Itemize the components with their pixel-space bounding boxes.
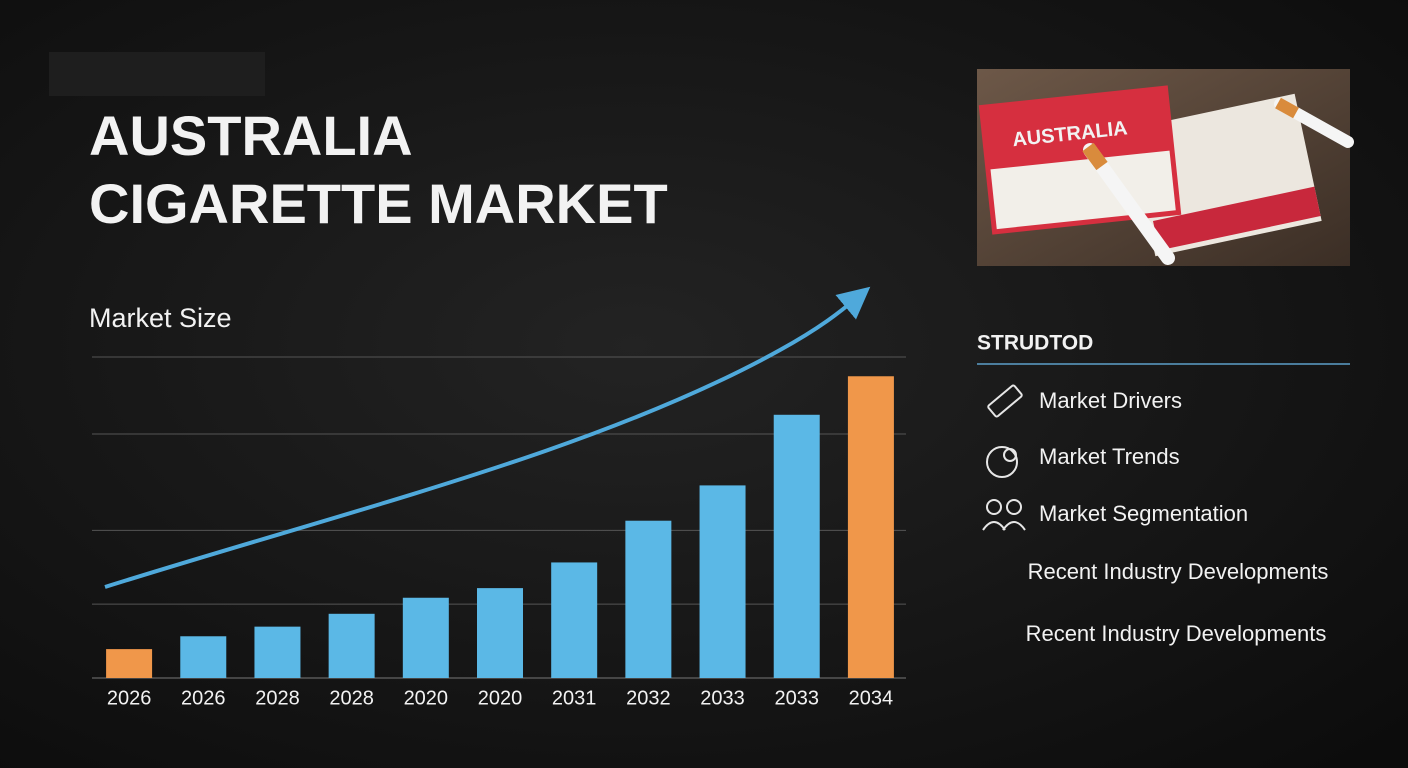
title-line: CIGARETTE MARKET xyxy=(89,172,668,235)
x-tick-label: 2034 xyxy=(849,687,894,709)
tag-box xyxy=(49,52,265,96)
x-tick-label: 2026 xyxy=(107,687,152,709)
bar xyxy=(625,520,672,678)
x-tick-label: 2026 xyxy=(181,687,226,709)
bar xyxy=(847,376,894,678)
bar xyxy=(773,414,820,678)
bar xyxy=(551,562,598,678)
x-tick-label: 2020 xyxy=(404,687,449,709)
bar xyxy=(106,649,153,678)
sidebar-item: Recent Industry Developments xyxy=(1028,559,1329,584)
x-tick-label: 2033 xyxy=(774,687,819,709)
photo: AUSTRALIA xyxy=(977,69,1354,266)
trend-arrow xyxy=(104,286,871,589)
x-tick-label: 2028 xyxy=(255,687,300,709)
chart-title: Market Size xyxy=(89,303,232,333)
bar xyxy=(477,588,523,678)
bar xyxy=(699,485,746,678)
x-tick-label: 2031 xyxy=(552,687,597,709)
bar xyxy=(328,613,375,678)
title-line: AUSTRALIA xyxy=(89,104,413,167)
bar xyxy=(254,626,301,678)
sidebar-heading: STRUDTOD xyxy=(977,332,1093,355)
x-tick-label: 2020 xyxy=(478,687,523,709)
x-tick-label: 2032 xyxy=(626,687,671,709)
bar xyxy=(180,636,227,678)
x-tick-label: 2028 xyxy=(329,687,374,709)
x-tick-label: 2033 xyxy=(700,687,745,709)
sidebar-item: Market Segmentation xyxy=(1039,501,1248,526)
bar xyxy=(402,597,449,678)
sidebar-item: Recent Industry Developments xyxy=(1026,621,1327,646)
chart: 2026 2026 2028 2028 2020 2020 2031 2032 2033 2033… xyxy=(92,356,906,709)
icons xyxy=(982,384,1026,531)
sidebar-item: Market Trends xyxy=(1039,444,1180,469)
sidebar-item: Market Drivers xyxy=(1039,388,1182,413)
